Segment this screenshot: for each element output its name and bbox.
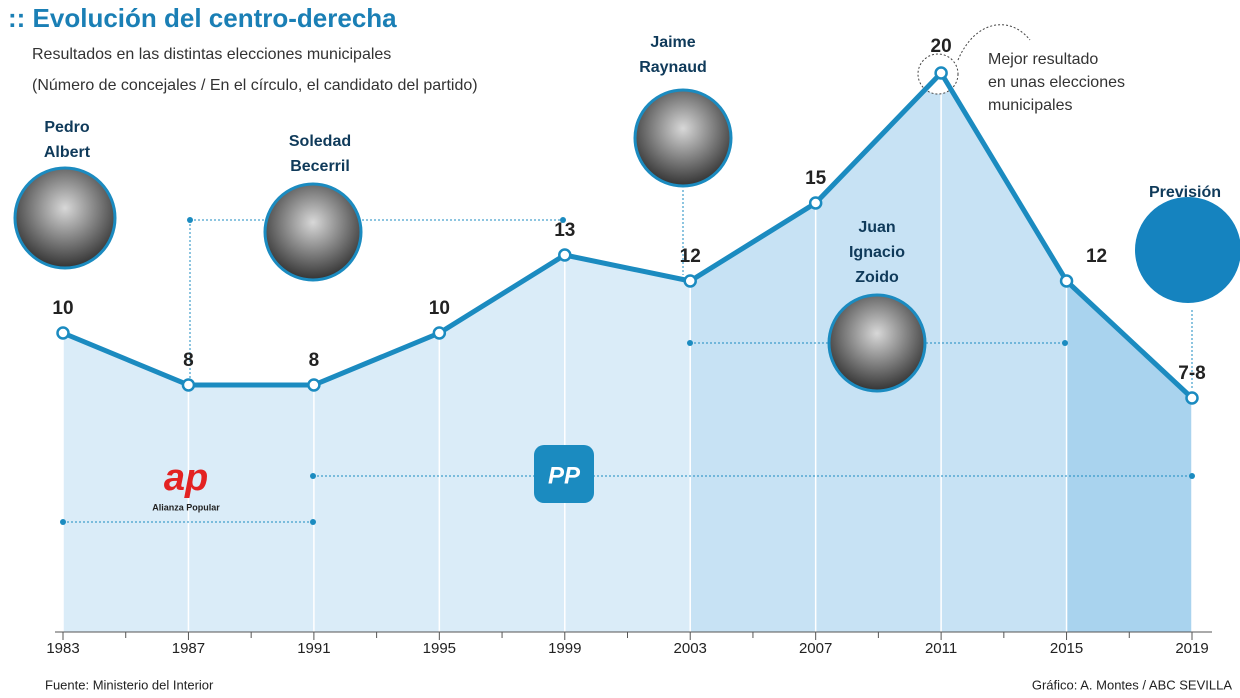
- point: [56, 326, 70, 340]
- value-label: 12: [1086, 246, 1107, 267]
- candidate-name: Soledad: [289, 133, 351, 150]
- chart-title: :: Evolución del centro-derecha: [8, 3, 397, 33]
- x-tick-label: 2007: [799, 640, 832, 657]
- candidate-name: Zoido: [855, 269, 899, 286]
- x-tick-label: 1999: [548, 640, 581, 657]
- annotation: en unas elecciones: [988, 74, 1125, 91]
- value-label: 20: [931, 36, 952, 57]
- value-label: 7-8: [1178, 363, 1205, 384]
- area: [63, 255, 691, 632]
- value-label: 15: [805, 168, 827, 189]
- annotation-connector: [957, 24, 1031, 61]
- forecast-label: Previsión: [1149, 184, 1221, 201]
- pp-logo: PP: [548, 462, 581, 489]
- value-label: 8: [183, 350, 194, 371]
- point: [1059, 274, 1074, 288]
- value-label: 12: [680, 246, 701, 267]
- point: [558, 248, 572, 262]
- pp-logo-box: [534, 445, 594, 503]
- credit: Gráfico: A. Montes / ABC SEVILLA: [1032, 677, 1232, 692]
- value-label: 13: [554, 220, 575, 241]
- candidate-name: Pedro: [44, 119, 90, 136]
- source: Fuente: Ministerio del Interior: [45, 677, 214, 692]
- ap-caption: Alianza Popular: [152, 502, 220, 512]
- annotation: Mejor resultado: [988, 51, 1098, 68]
- value-label: 10: [429, 298, 450, 319]
- candidate-name: Ignacio: [849, 244, 905, 261]
- ap-logo: ap: [164, 457, 208, 499]
- brackets: [60, 190, 1195, 525]
- point: [808, 196, 823, 210]
- candidate-name: Albert: [44, 144, 91, 161]
- point: [1185, 391, 1199, 405]
- x-tick-label: 2015: [1050, 640, 1083, 657]
- point: [432, 326, 447, 340]
- value-label: 10: [52, 298, 73, 319]
- candidate-photos: [13, 88, 927, 393]
- subtitle: Resultados en las distintas elecciones m…: [32, 46, 391, 63]
- annotation: municipales: [988, 97, 1072, 114]
- candidate-name: Becerril: [290, 158, 350, 175]
- subtitle: (Número de concejales / En el círculo, e…: [32, 77, 478, 94]
- point: [683, 274, 697, 288]
- x-tick-label: 1983: [46, 640, 79, 657]
- forecast-circle: [1135, 197, 1240, 303]
- x-tick-label: 2003: [674, 640, 707, 657]
- point: [181, 378, 196, 392]
- x-tick-label: 2019: [1175, 640, 1208, 657]
- value-label: 8: [309, 350, 320, 371]
- candidate-name: Raynaud: [639, 59, 707, 76]
- candidate-name: Jaime: [650, 34, 695, 51]
- area: [1066, 281, 1192, 632]
- x-tick-label: 1991: [297, 640, 330, 657]
- candidate-name: Juan: [858, 219, 895, 236]
- x-tick-label: 1987: [172, 640, 205, 657]
- x-tick-label: 1995: [423, 640, 456, 657]
- point: [307, 378, 321, 392]
- x-tick-label: 2011: [925, 640, 957, 657]
- line: [62, 70, 1194, 400]
- point: [934, 66, 948, 80]
